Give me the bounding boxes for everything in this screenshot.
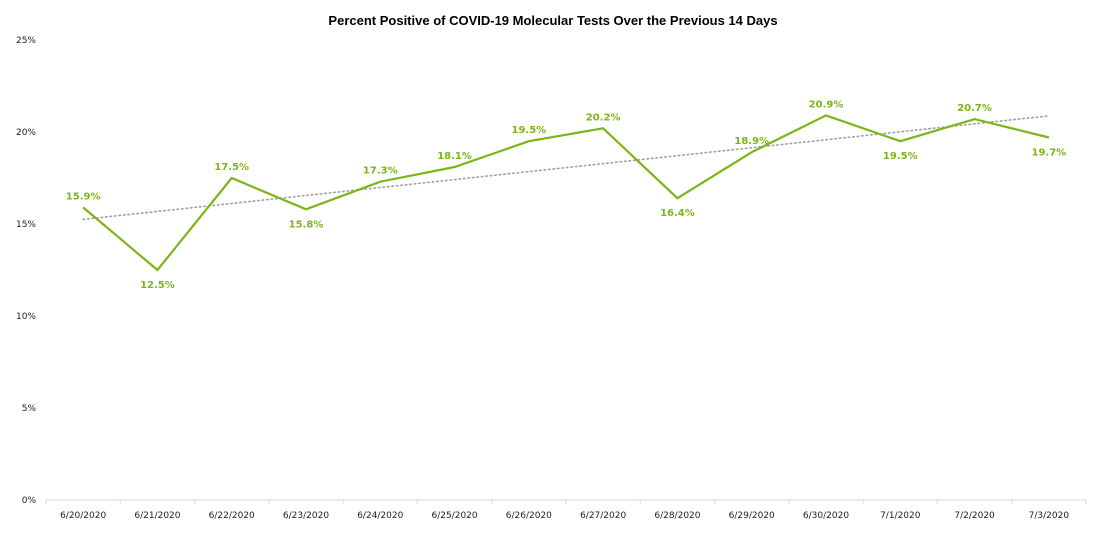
x-tick-label: 6/23/2020 <box>283 511 329 521</box>
y-tick-label: 25% <box>16 36 36 46</box>
data-label: 15.8% <box>289 219 324 230</box>
x-tick-label: 7/1/2020 <box>880 511 921 521</box>
x-tick-label: 7/3/2020 <box>1029 511 1070 521</box>
data-label: 20.7% <box>957 103 992 114</box>
data-label: 17.3% <box>363 166 398 177</box>
x-tick-label: 7/2/2020 <box>954 511 995 521</box>
x-tick-label: 6/28/2020 <box>654 511 700 521</box>
data-label: 18.9% <box>734 136 769 147</box>
data-label: 19.5% <box>512 125 547 136</box>
data-label: 12.5% <box>140 280 175 291</box>
series-line <box>82 114 1050 272</box>
trendline <box>82 115 1050 221</box>
x-tick-label: 6/25/2020 <box>431 511 477 521</box>
data-label: 19.5% <box>883 151 918 162</box>
trendline-path <box>82 115 1050 221</box>
y-tick-label: 10% <box>16 312 36 322</box>
data-label: 20.9% <box>809 99 844 110</box>
y-tick-label: 15% <box>16 220 36 230</box>
y-tick-label: 0% <box>22 496 37 506</box>
x-axis: 6/20/2020 6/21/2020 6/22/2020 6/23/2020 6/24… <box>45 499 1087 521</box>
x-tick-label: 6/26/2020 <box>506 511 552 521</box>
data-label: 16.4% <box>660 208 695 219</box>
x-tick-label: 6/21/2020 <box>134 511 180 521</box>
data-label: 20.2% <box>586 112 621 123</box>
x-tick-label: 6/29/2020 <box>729 511 775 521</box>
x-tick-label: 6/22/2020 <box>209 511 255 521</box>
chart-title: Percent Positive of COVID-19 Molecular T… <box>328 13 777 28</box>
y-tick-label: 5% <box>22 404 37 414</box>
x-tick-label: 6/24/2020 <box>357 511 403 521</box>
data-label: 19.7% <box>1032 148 1067 159</box>
x-tick-label: 6/27/2020 <box>580 511 626 521</box>
x-tick-label: 6/20/2020 <box>60 511 106 521</box>
x-tick-label: 6/30/2020 <box>803 511 849 521</box>
data-label: 18.1% <box>437 151 472 162</box>
data-label: 17.5% <box>214 162 249 173</box>
data-label: 15.9% <box>66 191 101 202</box>
data-labels: 15.9% 12.5% 17.5% 15.8% 17.3% 18.1% 19.5% 20.2%… <box>66 99 1066 291</box>
y-axis: 0% 5% 10% 15% 20% 25% <box>16 36 36 506</box>
series-path <box>82 114 1050 272</box>
y-tick-label: 20% <box>16 128 36 138</box>
